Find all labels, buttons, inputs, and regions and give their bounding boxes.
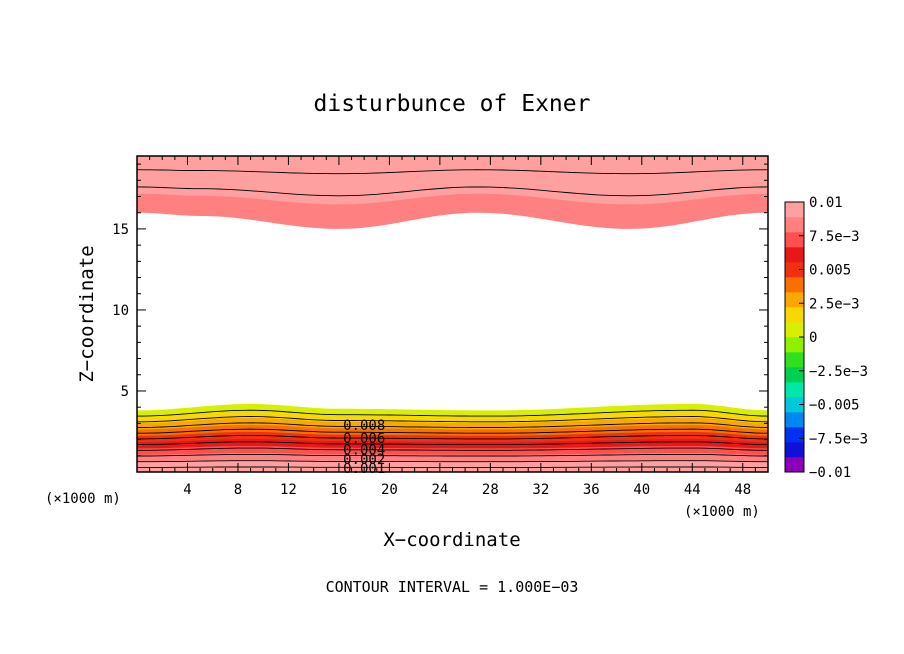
colorbar-swatch xyxy=(785,232,804,248)
contour-line xyxy=(136,186,769,197)
contour-line-label: 0.006 xyxy=(343,431,385,447)
x-tick-label: 8 xyxy=(234,482,242,498)
x-unit-right: (×1000 m) xyxy=(684,504,760,520)
colorbar-tick-label: 7.5e−3 xyxy=(809,229,860,245)
colorbar-tick-label: −0.005 xyxy=(809,398,860,414)
x-tick-label: 28 xyxy=(482,482,499,498)
y-tick-label: 15 xyxy=(112,222,129,238)
colorbar-swatch xyxy=(785,277,804,293)
y-tick-label: 10 xyxy=(112,303,129,319)
x-tick-label: 40 xyxy=(633,482,650,498)
x-tick-label: 12 xyxy=(280,482,297,498)
contour-line-label: 0.002 xyxy=(343,452,385,468)
colorbar-swatch xyxy=(785,322,804,338)
colorbar-swatch xyxy=(785,247,804,263)
colorbar-tick-label: 2.5e−3 xyxy=(809,296,860,312)
colorbar-tick-label: −2.5e−3 xyxy=(809,364,868,380)
colorbar-swatch xyxy=(785,217,804,233)
y-axis-label: Z−coordinate xyxy=(76,245,98,382)
contour-line xyxy=(137,460,768,463)
contour-lines xyxy=(136,169,769,468)
colorbar-swatch xyxy=(785,367,804,383)
chart-title: disturbunce of Exner xyxy=(314,91,591,117)
colorbar-swatch xyxy=(785,307,804,323)
x-tick-label: 36 xyxy=(583,482,600,498)
colorbar: 0.01 7.5e−3 0.005 2.5e−3 0 −2.5e−3 −0.005 −7.5e… xyxy=(784,195,868,481)
contour-line xyxy=(137,428,768,434)
colorbar-tick-label: −7.5e−3 xyxy=(809,431,868,447)
colorbar-swatch xyxy=(785,352,804,368)
contour-line xyxy=(137,409,769,417)
colorbar-tick-label: 0.005 xyxy=(809,263,851,279)
colorbar-tick-label: 0.01 xyxy=(809,195,843,211)
colorbar-swatch xyxy=(785,292,804,308)
x-tick-label: 4 xyxy=(183,482,191,498)
contour-line xyxy=(136,169,769,175)
x-axis-label: X−coordinate xyxy=(383,529,520,551)
contour-line xyxy=(137,422,769,428)
x-unit-left: (×1000 m) xyxy=(45,491,121,507)
contour-line-label: 0.008 xyxy=(343,418,385,434)
x-tick-label: 16 xyxy=(330,482,347,498)
contour-line xyxy=(137,434,768,440)
colorbar-swatch xyxy=(785,427,804,443)
contour-interval-note: CONTOUR INTERVAL = 1.000E−03 xyxy=(326,578,579,596)
colorbar-swatch xyxy=(785,442,804,458)
x-tick-label: 48 xyxy=(734,482,751,498)
colorbar-swatch xyxy=(785,397,804,413)
colorbar-swatch xyxy=(785,337,804,353)
x-tick-label: 44 xyxy=(684,482,701,498)
colorbar-swatch xyxy=(785,202,804,218)
colorbar-tick-label: −0.01 xyxy=(809,465,851,481)
colorbar-tick-label: 0 xyxy=(809,330,817,346)
y-tick-label: 5 xyxy=(121,384,129,400)
contour-line xyxy=(137,416,769,423)
colorbar-swatch xyxy=(785,382,804,398)
contour-line xyxy=(137,447,768,451)
x-tick-label: 20 xyxy=(381,482,398,498)
contour-line xyxy=(137,453,768,457)
colorbar-swatch xyxy=(785,412,804,428)
x-tick-label: 24 xyxy=(431,482,448,498)
colorbar-swatch xyxy=(785,457,804,473)
contour-line-label: 0.004 xyxy=(343,442,385,458)
x-tick-label: 32 xyxy=(532,482,549,498)
colorbar-swatch xyxy=(785,262,804,278)
contour-line xyxy=(137,441,768,446)
